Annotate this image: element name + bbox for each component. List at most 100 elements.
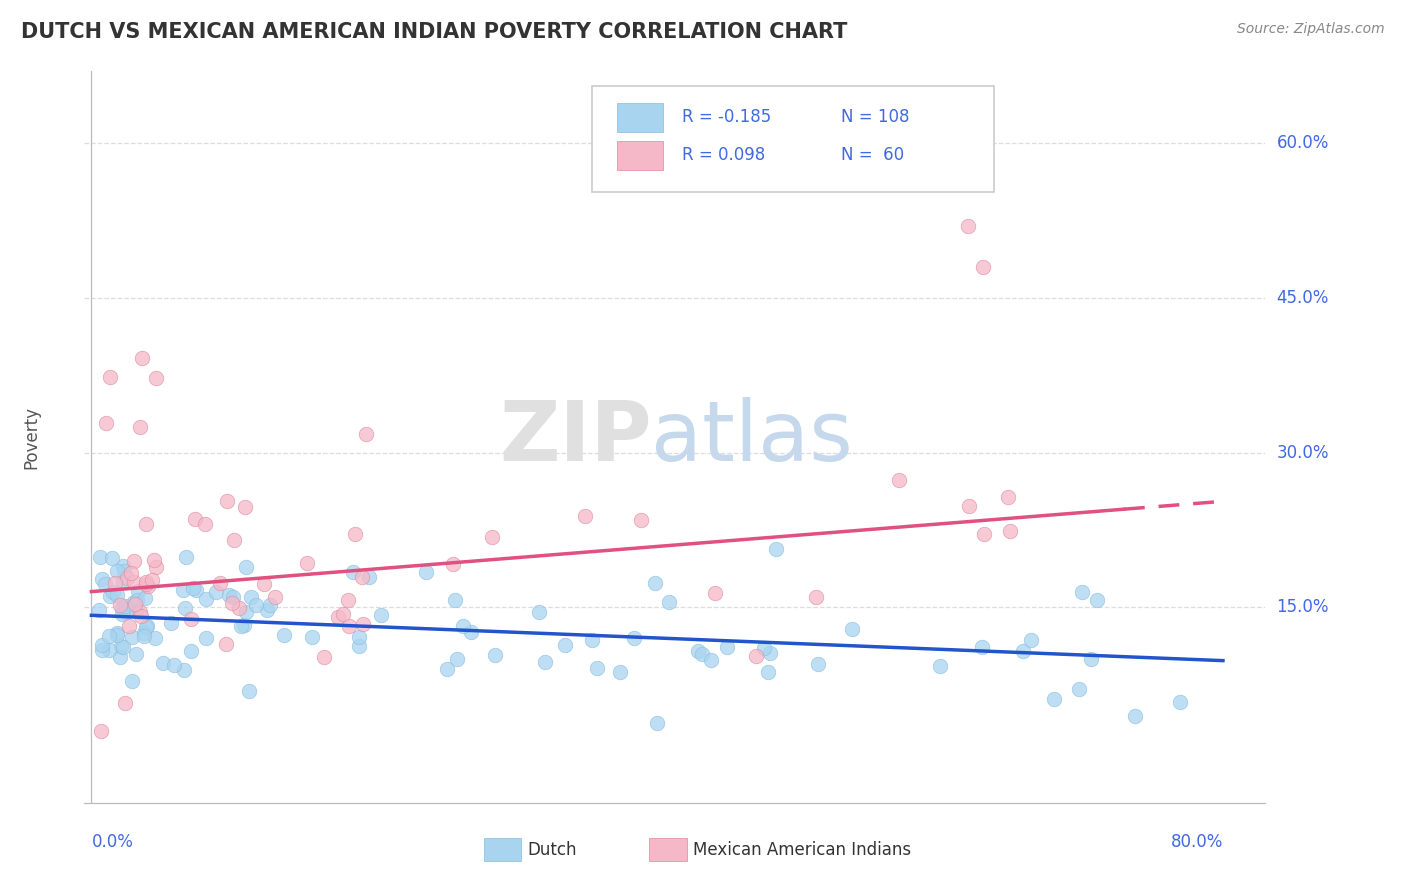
- Text: N = 108: N = 108: [841, 109, 910, 127]
- Point: [208, 575, 231, 590]
- Point: [128, 420, 150, 434]
- Point: [231, 618, 253, 632]
- Point: [337, 592, 360, 607]
- Point: [118, 619, 141, 633]
- Point: [745, 648, 768, 663]
- Point: [957, 219, 980, 233]
- Point: [233, 500, 256, 514]
- Point: [806, 590, 828, 604]
- Point: [716, 640, 738, 655]
- Point: [114, 599, 136, 614]
- Point: [194, 516, 217, 531]
- Point: [807, 657, 830, 671]
- Point: [337, 619, 360, 633]
- Point: [347, 639, 370, 653]
- Point: [143, 631, 166, 645]
- Point: [184, 512, 207, 526]
- Point: [644, 576, 666, 591]
- Point: [352, 616, 374, 631]
- Point: [94, 577, 117, 591]
- Point: [108, 649, 131, 664]
- Point: [444, 592, 467, 607]
- Point: [121, 674, 143, 689]
- Point: [114, 696, 136, 710]
- Point: [460, 625, 482, 640]
- Point: [998, 524, 1021, 538]
- Point: [107, 564, 129, 578]
- Point: [132, 629, 155, 643]
- Point: [647, 715, 669, 730]
- Point: [700, 653, 723, 667]
- Point: [1080, 652, 1102, 666]
- Point: [585, 661, 607, 675]
- Point: [87, 603, 110, 617]
- Point: [127, 584, 149, 599]
- Point: [238, 684, 260, 698]
- Point: [1123, 709, 1146, 723]
- Point: [105, 588, 128, 602]
- Point: [89, 549, 111, 564]
- Text: 0.0%: 0.0%: [91, 833, 134, 851]
- Point: [141, 574, 163, 588]
- Point: [342, 565, 364, 579]
- Point: [889, 473, 911, 487]
- Point: [446, 652, 468, 666]
- Point: [90, 638, 112, 652]
- Point: [111, 601, 134, 615]
- Point: [312, 649, 335, 664]
- Point: [370, 608, 392, 623]
- Point: [195, 631, 218, 645]
- Point: [98, 629, 121, 643]
- Point: [529, 605, 551, 619]
- Point: [127, 592, 149, 607]
- Point: [581, 632, 603, 647]
- Point: [222, 533, 245, 547]
- Point: [301, 630, 323, 644]
- Point: [120, 566, 142, 580]
- Text: Dutch: Dutch: [527, 840, 576, 859]
- Text: Poverty: Poverty: [22, 406, 41, 468]
- Point: [259, 599, 281, 613]
- Point: [343, 526, 366, 541]
- Point: [98, 370, 121, 384]
- Point: [129, 609, 152, 624]
- Point: [658, 595, 681, 609]
- FancyBboxPatch shape: [650, 838, 686, 862]
- Text: 80.0%: 80.0%: [1171, 833, 1223, 851]
- Point: [970, 640, 993, 654]
- Point: [841, 622, 863, 636]
- Point: [135, 620, 157, 634]
- Point: [122, 553, 145, 567]
- Point: [451, 619, 474, 633]
- Point: [145, 559, 167, 574]
- Point: [752, 640, 775, 655]
- Point: [124, 595, 146, 609]
- Point: [415, 565, 437, 579]
- Point: [101, 551, 124, 566]
- Point: [357, 570, 380, 584]
- Point: [124, 597, 146, 611]
- Text: 60.0%: 60.0%: [1277, 135, 1329, 153]
- Point: [181, 581, 204, 595]
- Point: [221, 596, 243, 610]
- Point: [124, 647, 146, 661]
- Point: [623, 631, 645, 645]
- Point: [172, 582, 194, 597]
- Point: [533, 655, 555, 669]
- Point: [554, 638, 576, 652]
- Point: [228, 601, 250, 615]
- Point: [194, 592, 217, 607]
- Point: [112, 558, 135, 573]
- Point: [134, 591, 156, 606]
- Text: Mexican American Indians: Mexican American Indians: [693, 840, 911, 859]
- Point: [131, 351, 153, 365]
- Point: [295, 557, 318, 571]
- Text: R = 0.098: R = 0.098: [682, 146, 765, 164]
- Point: [101, 585, 124, 599]
- Point: [235, 559, 257, 574]
- FancyBboxPatch shape: [592, 86, 994, 192]
- Point: [997, 490, 1019, 504]
- Point: [128, 605, 150, 619]
- Point: [91, 572, 114, 586]
- Point: [233, 618, 256, 632]
